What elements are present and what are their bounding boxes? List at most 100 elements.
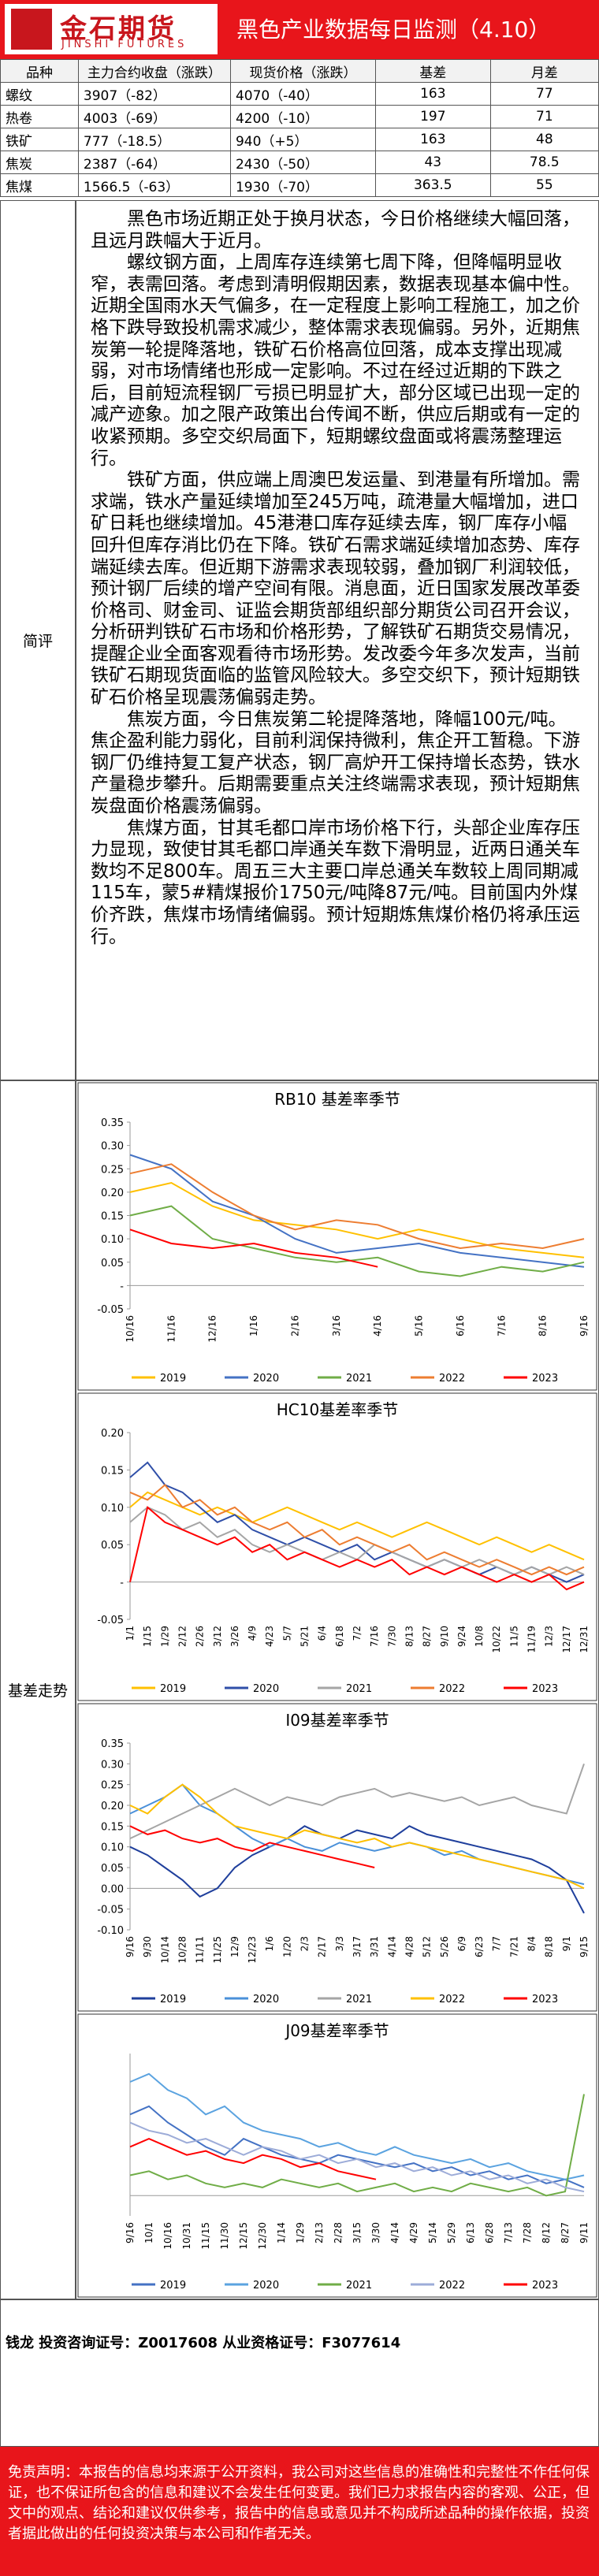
cell: 163	[374, 82, 491, 106]
x-tick-label: 4/9	[247, 1626, 258, 1641]
cell: 1930（-70）	[229, 173, 376, 197]
cell: 78.5	[489, 151, 599, 174]
legend-label: 2021	[346, 1994, 372, 2005]
x-tick-label: 8/16	[538, 1315, 549, 1336]
cell: 3907（-82）	[77, 82, 231, 106]
y-tick-label: -	[120, 1578, 124, 1589]
x-tick-label: 9/1	[561, 1936, 572, 1951]
chart: I09基差率季节 0.35 0.30 0.25 0.20 0.15 0.10 0.05 0.00…	[77, 1703, 597, 2012]
x-tick-label: 1/29	[295, 2222, 306, 2243]
y-tick-label: 0.20	[101, 1801, 124, 1812]
x-tick-label: 8/18	[544, 1936, 555, 1957]
x-tick-label: 2/13	[314, 2222, 325, 2243]
legend-label: 2023	[532, 1683, 558, 1695]
paragraph: 焦煤方面，甘其毛都口岸市场价格下行，头部企业库存压力显现，致使甘其毛都口岸通关车…	[91, 817, 580, 947]
y-tick-label: 0.10	[101, 1234, 124, 1246]
legend-label: 2022	[439, 1683, 465, 1695]
y-tick-label: 0.05	[101, 1863, 124, 1875]
y-tick-label: 0.20	[101, 1188, 124, 1199]
x-tick-label: 10/16	[162, 2222, 173, 2250]
cell: 热卷	[0, 105, 79, 128]
cell: 螺纹	[0, 82, 79, 106]
row: 热卷 4003（-69） 4200（-10） 197 71	[0, 105, 599, 128]
x-tick-label: 2/28	[333, 2222, 344, 2243]
x-tick-label: 12/3	[544, 1626, 555, 1647]
series-line	[129, 1825, 585, 1914]
x-tick-label: 2/17	[317, 1936, 328, 1957]
y-tick-label: 0.00	[101, 1883, 124, 1895]
x-tick-label: 4/28	[404, 1936, 415, 1957]
row: 螺纹 3907（-82） 4070（-40） 163 77	[0, 82, 599, 106]
row: 焦炭 2387（-64） 2430（-50） 43 78.5	[0, 151, 599, 174]
x-tick-label: 9/15	[579, 1936, 590, 1957]
cell: 焦煤	[0, 173, 79, 197]
x-tick-label: 4/29	[408, 2222, 419, 2243]
x-tick-label: 6/18	[334, 1626, 345, 1647]
x-tick-label: 10/22	[491, 1626, 502, 1653]
x-tick-label: 3/16	[331, 1315, 342, 1336]
paragraph: 螺纹钢方面，上周库存连续第七周下降，但降幅明显收窄，表需回落。考虑到清明假期因素…	[91, 252, 580, 469]
y-tick-label: 0.05	[101, 1540, 124, 1552]
y-tick-label: -0.10	[97, 1925, 124, 1937]
y-tick-label: 0.15	[101, 1465, 124, 1477]
x-tick-label: 12/17	[561, 1626, 572, 1653]
series-line	[129, 1483, 585, 1576]
x-tick-label: 3/26	[229, 1626, 240, 1647]
legend-label: 2021	[346, 1373, 372, 1385]
x-tick-label: 11/5	[508, 1626, 519, 1647]
y-tick-label: -0.05	[97, 1615, 124, 1626]
x-tick-label: 6/28	[484, 2222, 495, 2243]
x-tick-label: 10/16	[125, 1315, 136, 1343]
y-tick-label: 0.05	[101, 1258, 124, 1269]
header-cell: 品种	[0, 59, 79, 83]
series-line	[129, 2138, 377, 2180]
chart-title: J09基差率季节	[284, 2021, 389, 2040]
chart: RB10 基差率季节 0.35 0.30 0.25 0.20 0.15 0.10 0.05 - -…	[77, 1082, 597, 1391]
cell: 363.5	[374, 173, 491, 197]
row: 铁矿 777（-18.5） 940（+5） 163 48	[0, 128, 599, 151]
x-tick-label: 12/15	[238, 2222, 249, 2250]
x-tick-label: 7/28	[522, 2222, 533, 2243]
x-tick-label: 3/17	[352, 1936, 363, 1957]
y-tick-label: 0.15	[101, 1211, 124, 1223]
x-tick-label: 6/9	[456, 1936, 467, 1951]
cell: 71	[489, 105, 599, 128]
cell: 4200（-10）	[229, 105, 376, 128]
y-tick-label: 0.25	[101, 1164, 124, 1176]
paragraph: 黑色市场近期正处于换月状态，今日价格继续大幅回落，且远月跌幅大于近月。	[91, 209, 580, 251]
y-tick-label: 0.10	[101, 1842, 124, 1854]
x-tick-label: 7/30	[386, 1626, 397, 1647]
x-tick-label: 10/31	[181, 2222, 192, 2250]
cell: 4070（-40）	[229, 82, 376, 106]
cell: 163	[374, 128, 491, 151]
cell: 777（-18.5）	[77, 128, 231, 151]
chart-title: RB10 基差率季节	[274, 1090, 400, 1109]
legend-label: 2023	[532, 2280, 558, 2292]
x-tick-label: 12/16	[207, 1315, 218, 1343]
x-tick-label: 7/16	[496, 1315, 507, 1336]
paragraph: 焦炭方面，今日焦炭第二轮提降落地，降幅100元/吨。焦企盈利能力弱化，目前利润保…	[91, 708, 580, 817]
cell: 55	[489, 173, 599, 197]
series-line	[129, 1154, 585, 1268]
x-tick-label: 6/13	[465, 2222, 476, 2243]
y-tick-label: -0.05	[97, 1304, 124, 1316]
disclaimer: 免责声明：本报告的信息均来源于公开资料，我公司对这些信息的准确性和完整性不作任何…	[0, 2447, 599, 2576]
x-tick-label: 1/16	[248, 1315, 259, 1336]
x-tick-label: 9/16	[125, 2222, 136, 2243]
x-tick-label: 1/15	[142, 1626, 153, 1647]
x-tick-label: 11/11	[195, 1936, 206, 1964]
x-tick-label: 4/16	[372, 1315, 383, 1336]
chart-frame	[77, 1703, 597, 2012]
x-tick-label: 11/16	[166, 1315, 177, 1343]
x-tick-label: 12/23	[247, 1936, 258, 1964]
header: 金石期货 JINSHI FUTURES 黑色产业数据每日监测（4.10）	[0, 0, 599, 59]
y-tick-label: 0.10	[101, 1503, 124, 1515]
cell: 2430（-50）	[229, 151, 376, 174]
logo-mark	[11, 9, 52, 50]
x-tick-label: 7/2	[352, 1626, 363, 1641]
x-tick-label: 3/3	[334, 1936, 345, 1951]
x-tick-label: 3/12	[212, 1626, 223, 1647]
x-tick-label: 8/27	[560, 2222, 571, 2243]
x-tick-label: 5/29	[446, 2222, 457, 2243]
